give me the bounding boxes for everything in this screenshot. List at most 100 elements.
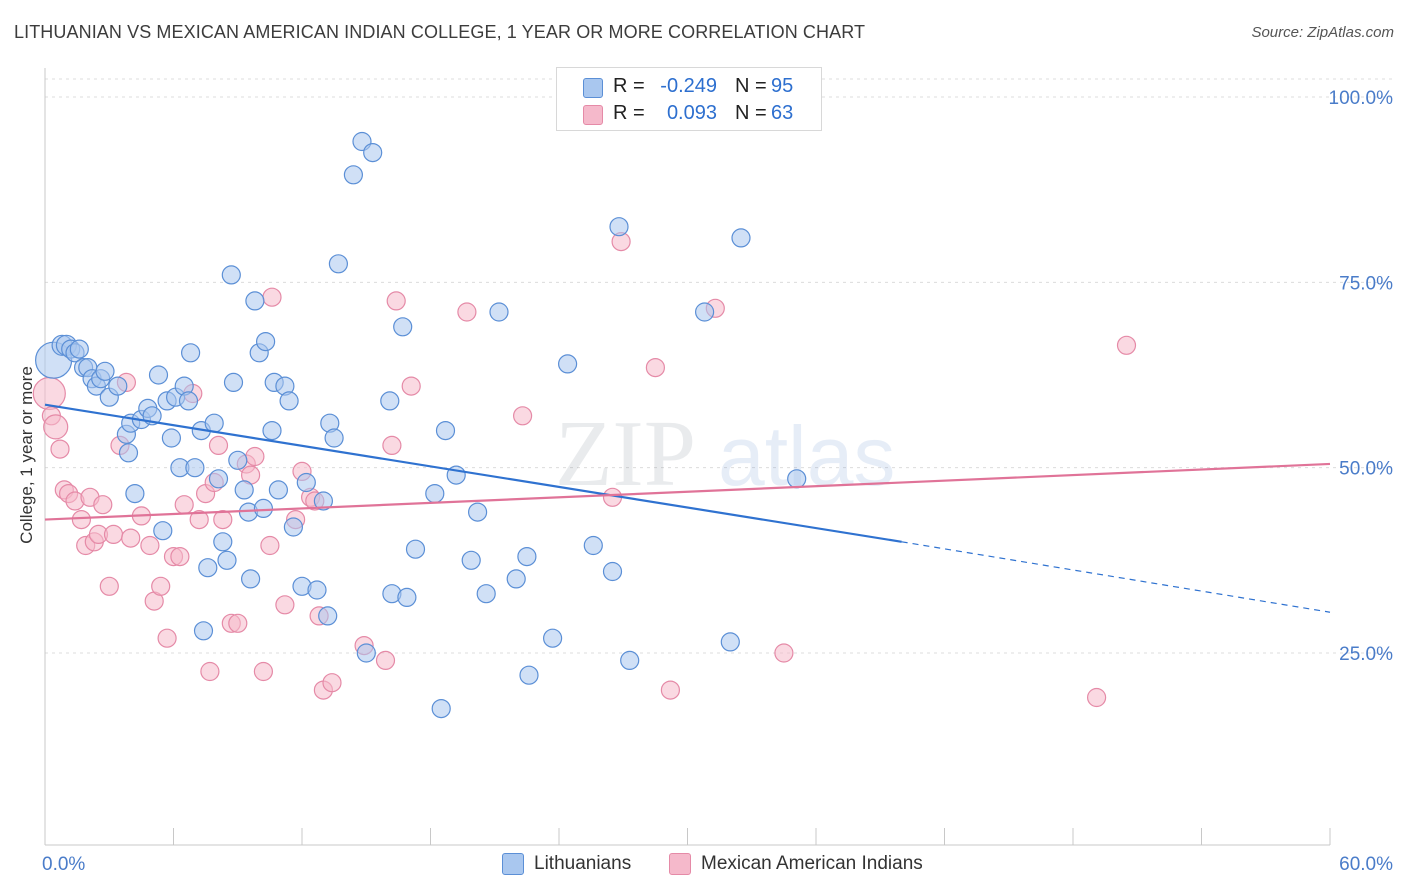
point-lithuanian [328, 254, 348, 274]
point-mexican-american-indian [213, 509, 233, 530]
point-lithuanian [324, 428, 344, 448]
point-lithuanian [223, 372, 244, 392]
point-lithuanian [95, 361, 115, 381]
point-lithuanian [185, 458, 205, 478]
point-mexican-american-indian [103, 524, 124, 545]
point-lithuanian [228, 450, 248, 470]
point-mexican-american-indian [93, 495, 113, 515]
point-lithuanian [213, 532, 233, 552]
legend-r-value: 0.093 [666, 102, 717, 124]
point-lithuanian [393, 317, 413, 337]
point-mexican-american-indian [189, 509, 209, 530]
legend-n-label: N = [735, 75, 767, 97]
point-mexican-american-indian [121, 528, 141, 548]
point-mexican-american-indian [660, 680, 681, 700]
point-lithuanian [234, 480, 254, 500]
point-lithuanian [69, 339, 89, 359]
point-lithuanian [542, 628, 563, 648]
point-lithuanian [731, 228, 751, 248]
point-lithuanian [694, 302, 715, 322]
point-lithuanian [435, 421, 456, 441]
point-mexican-american-indian [71, 509, 92, 530]
point-lithuanian [241, 569, 261, 589]
point-lithuanian [343, 165, 363, 185]
legend-r-label: R = [613, 75, 645, 97]
point-lithuanian [148, 365, 169, 385]
point-lithuanian [178, 391, 199, 411]
y-tick-label: 100.0% [1329, 88, 1394, 109]
point-lithuanian [557, 354, 578, 374]
point-lithuanian [489, 302, 509, 322]
point-mexican-american-indian [1116, 335, 1137, 355]
point-lithuanian [506, 569, 526, 589]
point-lithuanian [256, 332, 276, 352]
point-mexican-american-indian [774, 643, 794, 663]
point-mexican-american-indian [245, 446, 265, 467]
watermark-zip: ZIP [555, 402, 696, 506]
legend-row-mexican-american-indians: R = 0.093 N = 63 [557, 100, 821, 128]
point-lithuanian [720, 632, 740, 652]
point-lithuanian [221, 265, 241, 285]
points-mexican-american-indians [32, 232, 1137, 708]
point-mexican-american-indian [457, 302, 477, 322]
point-mexican-american-indian [200, 661, 220, 682]
point-mexican-american-indian [140, 535, 160, 556]
x-tick-label: 0.0% [42, 854, 85, 875]
point-mexican-american-indian [401, 376, 421, 396]
trend-line-mexican-american-indians [44, 462, 1331, 521]
legend-swatch-blue [583, 78, 603, 98]
point-lithuanian [193, 621, 214, 641]
point-mexican-american-indian [151, 576, 171, 596]
source-label: Source: ZipAtlas.com [1251, 24, 1394, 41]
point-mexican-american-indian [170, 546, 190, 567]
legend-r-value: -0.249 [660, 75, 717, 97]
point-lithuanian [118, 443, 139, 463]
point-mexican-american-indian [375, 650, 396, 671]
point-mexican-american-indian [174, 495, 194, 515]
legend-row-lithuanians: R = -0.249 N = 95 [557, 73, 821, 101]
y-tick-label: 50.0% [1339, 459, 1393, 480]
chart-title: LITHUANIAN VS MEXICAN AMERICAN INDIAN CO… [14, 22, 866, 42]
point-mexican-american-indian [645, 358, 666, 378]
y-tick-label: 75.0% [1339, 273, 1393, 294]
y-tick-label: 25.0% [1339, 644, 1393, 665]
point-lithuanian [268, 480, 288, 500]
point-lithuanian [296, 472, 316, 493]
point-mexican-american-indian [512, 406, 533, 426]
point-lithuanian [313, 491, 333, 511]
trend-line-lithuanians [44, 403, 902, 543]
point-lithuanian [620, 650, 640, 671]
point-mexican-american-indian [99, 576, 119, 596]
point-mexican-american-indian [208, 435, 229, 455]
point-mexican-american-indian [43, 414, 69, 440]
point-mexican-american-indian [157, 628, 177, 648]
point-lithuanian [108, 376, 128, 396]
point-mexican-american-indian [275, 595, 295, 615]
point-mexican-american-indian [260, 535, 280, 556]
point-lithuanian [363, 143, 383, 163]
point-lithuanian [461, 550, 481, 570]
legend-r-label: R = [613, 102, 645, 124]
point-mexican-american-indian [262, 287, 282, 307]
grid-lines [45, 78, 1395, 654]
point-lithuanian [519, 665, 539, 685]
trend-lines [44, 403, 1331, 613]
point-lithuanian [380, 391, 400, 411]
point-lithuanian [198, 558, 218, 578]
legend-n-value: 95 [771, 75, 794, 97]
point-lithuanian [397, 587, 417, 608]
legend-swatch-pink [583, 105, 603, 125]
point-mexican-american-indian [253, 661, 273, 682]
point-lithuanian [602, 561, 623, 582]
point-lithuanian [217, 550, 237, 570]
point-lithuanian [609, 217, 629, 237]
axes [44, 68, 1331, 846]
correlation-legend: R = -0.249 N = 95 R = 0.093 N = 63 [556, 67, 822, 131]
point-lithuanian [161, 428, 181, 448]
legend-n-label: N = [735, 102, 767, 124]
legend-label-mexican-american-indians: Mexican American Indians [701, 853, 923, 874]
tick-labels: 25.0% 50.0% 75.0% 100.0% 0.0% 60.0% [42, 88, 1393, 875]
point-lithuanian [583, 535, 603, 556]
point-lithuanian [262, 421, 282, 441]
